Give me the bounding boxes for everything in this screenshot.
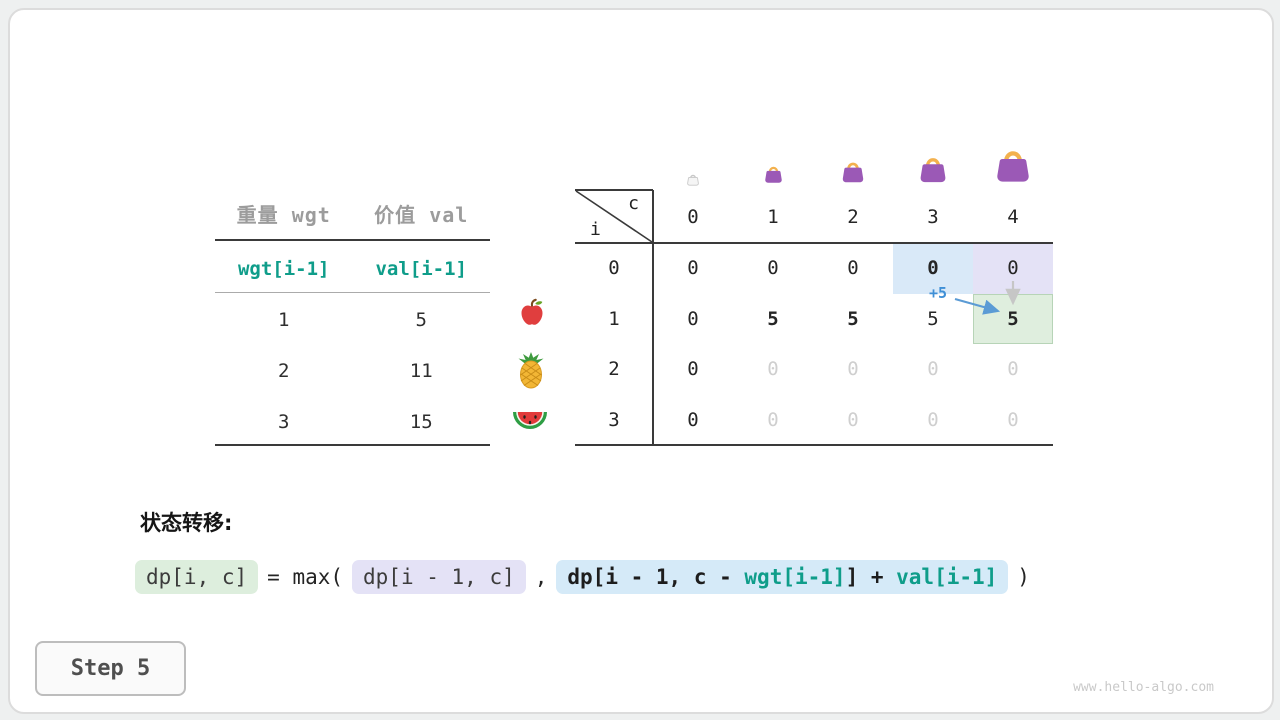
formula-close-paren: ) [1017, 565, 1030, 589]
dp-cell-2-1: 0 [767, 358, 779, 381]
dp-col-header-0: 0 [687, 205, 699, 228]
handbag-icon-ghost [686, 171, 700, 190]
handbag-icon-xs [763, 164, 784, 188]
items-index-row: wgt[i-1] val[i-1] [215, 258, 490, 280]
formula-eq-max: = max( [267, 565, 344, 589]
figure-card [8, 8, 1274, 714]
apple-icon [517, 297, 547, 331]
items-bottom-divider [215, 444, 490, 446]
dp-cell-1-0: 0 [687, 307, 699, 330]
item-value: 5 [415, 309, 427, 331]
dp-bottom-rule [575, 444, 1053, 446]
dp-cell-0-2: 0 [847, 257, 859, 280]
formula-comma: , [534, 565, 548, 589]
item-row-2: 2 11 [215, 360, 490, 382]
dp-col-header-1: 1 [767, 205, 779, 228]
dp-row-header-2: 2 [608, 358, 620, 381]
dp-cell-1-2: 5 [847, 307, 859, 330]
formula-option-take: dp[i - 1, c - wgt[i-1]] + val[i-1] [556, 560, 1009, 594]
dp-cell-0-1: 0 [767, 257, 779, 280]
item-weight: 1 [278, 309, 290, 331]
dp-col-header-2: 2 [847, 205, 859, 228]
dp-col-header-3: 3 [927, 205, 939, 228]
dp-row-header-1: 1 [608, 307, 620, 330]
dp-cell-0-0: 0 [687, 257, 699, 280]
watermelon-icon [512, 409, 548, 437]
corner-row-label: i [590, 219, 601, 240]
dp-row-header-3: 3 [608, 408, 620, 431]
weight-column-header: 重量 wgt [236, 203, 331, 227]
wgt-index-label: wgt[i-1] [237, 258, 330, 280]
items-header-divider [215, 239, 490, 241]
handbag-icon-medium [917, 154, 949, 188]
corner-col-label: c [628, 193, 639, 214]
formula-take-prefix: dp[i - 1, c - [567, 565, 745, 589]
state-transition-formula: dp[i, c] = max( dp[i - 1, c] , dp[i - 1,… [135, 560, 1030, 594]
dp-cell-3-1: 0 [767, 408, 779, 431]
pineapple-icon [516, 352, 546, 393]
dp-cell-3-0: 0 [687, 408, 699, 431]
dp-cell-2-3: 0 [927, 358, 939, 381]
dp-cell-0-3: 0 [893, 243, 973, 294]
formula-take-wgt: wgt[i-1] [744, 565, 846, 589]
formula-dp-target: dp[i, c] [135, 560, 259, 594]
dp-cell-2-0: 0 [687, 358, 699, 381]
dp-cell-1-3: 5 [927, 307, 939, 330]
dp-col-header-4: 4 [1007, 205, 1019, 228]
formula-title: 状态转移: [140, 511, 233, 535]
items-table-header: 重量 wgt 价值 val [215, 199, 490, 228]
dp-header-rule [575, 242, 1053, 244]
dp-row-header-0: 0 [608, 257, 620, 280]
watermark: www.hello-algo.com [1073, 680, 1214, 695]
dp-cell-0-4: 0 [973, 243, 1053, 294]
formula-take-mid: ] + [845, 565, 897, 589]
items-index-divider [215, 292, 490, 293]
dp-plus-annotation: +5 [928, 284, 948, 302]
dp-cell-3-2: 0 [847, 408, 859, 431]
dp-top-rule [575, 189, 653, 191]
item-weight: 2 [278, 360, 290, 382]
step-badge: Step 5 [35, 641, 186, 696]
formula-option-skip: dp[i - 1, c] [352, 560, 526, 594]
dp-cell-2-2: 0 [847, 358, 859, 381]
val-index-label: val[i-1] [375, 258, 467, 280]
handbag-icon-large [993, 146, 1033, 188]
dp-cell-2-4: 0 [1007, 358, 1019, 381]
item-row-3: 3 15 [215, 411, 490, 433]
item-value: 11 [409, 360, 433, 382]
dp-cell-3-4: 0 [1007, 408, 1019, 431]
item-weight: 3 [278, 411, 290, 433]
item-value: 15 [409, 411, 433, 433]
formula-take-val: val[i-1] [896, 565, 998, 589]
dp-cell-3-3: 0 [927, 408, 939, 431]
dp-cell-1-4: 5 [973, 293, 1053, 344]
dp-cell-1-1: 5 [767, 307, 779, 330]
dp-index-rule [652, 190, 654, 445]
value-column-header: 价值 val [374, 203, 469, 227]
handbag-icon-small [840, 159, 866, 188]
